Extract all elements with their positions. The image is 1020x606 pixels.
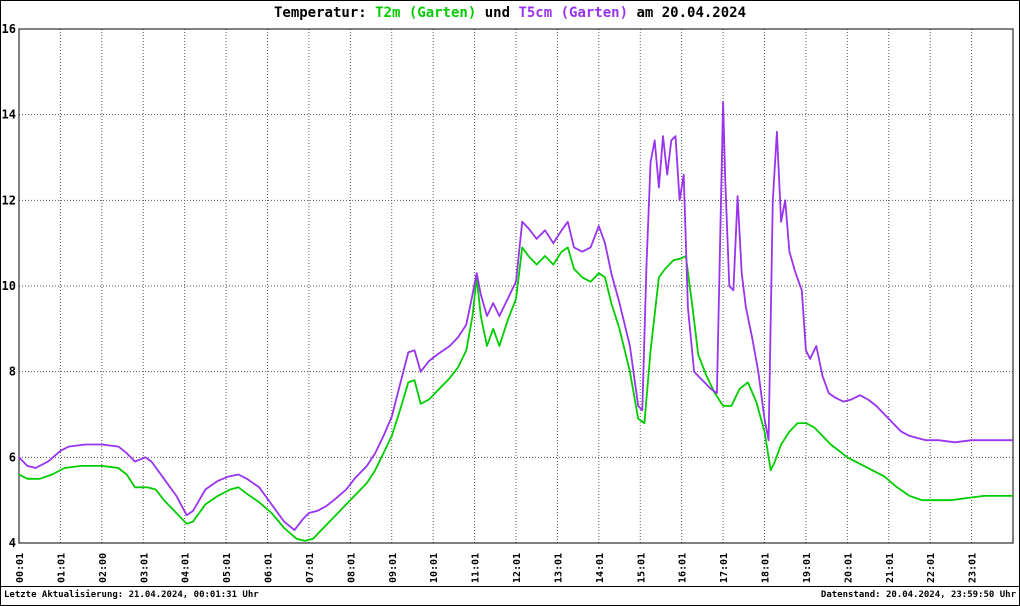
data-timestamp-text: Datenstand: 20.04.2024, 23:59:50 Uhr [820, 590, 1016, 600]
svg-text:21:01: 21:01 [885, 553, 896, 583]
svg-text:16:01: 16:01 [678, 553, 689, 583]
temperature-chart: 4 6 8 10 12 14 16 00:01 01:01 02:00 03:01 04:01 05:0… [2, 22, 1014, 583]
svg-text:22:01: 22:01 [926, 553, 937, 583]
svg-text:17:01: 17:01 [719, 553, 730, 583]
svg-text:16: 16 [2, 22, 16, 36]
svg-text:14: 14 [2, 108, 16, 122]
svg-text:00:01: 00:01 [15, 553, 26, 583]
svg-text:14:01: 14:01 [595, 553, 606, 583]
last-update-text: Letzte Aktualisierung: 21.04.2024, 00:01… [4, 590, 259, 600]
svg-text:12: 12 [2, 193, 16, 207]
svg-text:12:01: 12:01 [512, 553, 523, 583]
svg-text:06:01: 06:01 [264, 553, 275, 583]
svg-text:02:00: 02:00 [98, 553, 109, 583]
svg-text:19:01: 19:01 [802, 553, 813, 583]
svg-text:4: 4 [9, 536, 16, 550]
chart-title-suffix: am 20.04.2024 [628, 5, 747, 21]
chart-title-prefix: Temperatur: [273, 5, 376, 21]
svg-text:07:01: 07:01 [305, 553, 316, 583]
svg-text:10:01: 10:01 [429, 553, 440, 583]
svg-text:08:01: 08:01 [346, 553, 357, 583]
svg-text:8: 8 [9, 365, 16, 379]
svg-text:23:01: 23:01 [968, 553, 979, 583]
footer-separator [1, 586, 1019, 587]
svg-text:10: 10 [2, 279, 16, 293]
chart-title-series2: T5cm (Garten) [518, 5, 629, 21]
svg-text:13:01: 13:01 [553, 553, 564, 583]
svg-text:04:01: 04:01 [181, 553, 192, 583]
svg-text:01:01: 01:01 [56, 553, 67, 583]
chart-title-mid: und [476, 5, 519, 21]
svg-text:15:01: 15:01 [636, 553, 647, 583]
svg-text:05:01: 05:01 [222, 553, 233, 583]
svg-text:09:01: 09:01 [388, 553, 399, 583]
chart-title: Temperatur: T2m (Garten) und T5cm (Garte… [1, 5, 1019, 21]
svg-text:11:01: 11:01 [471, 553, 482, 583]
svg-text:6: 6 [9, 450, 16, 464]
svg-text:18:01: 18:01 [761, 553, 772, 583]
chart-title-series1: T2m (Garten) [375, 5, 477, 21]
svg-text:03:01: 03:01 [139, 553, 150, 583]
svg-text:20:01: 20:01 [843, 553, 854, 583]
